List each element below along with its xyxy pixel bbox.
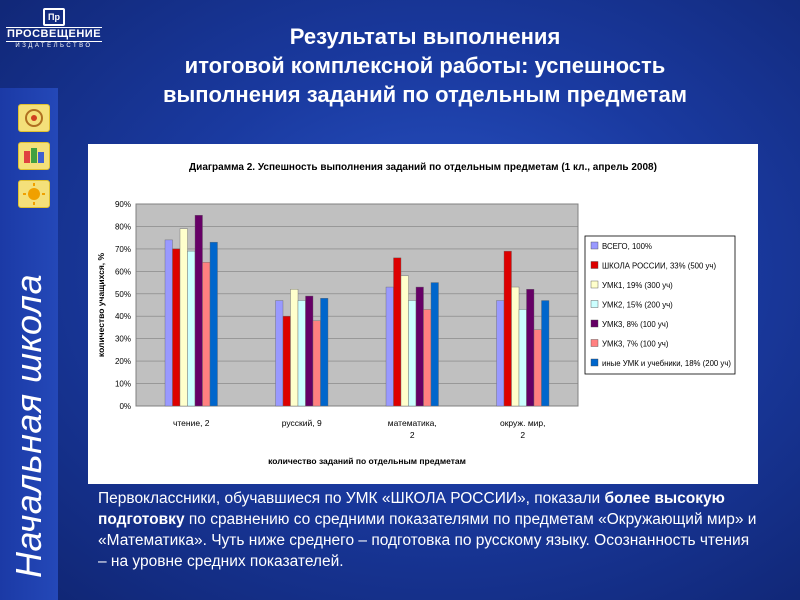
y-tick-label: 90% [115, 200, 131, 209]
slide-title: Результаты выполнения итоговой комплексн… [60, 22, 790, 109]
y-tick-label: 40% [115, 312, 131, 321]
legend-swatch [590, 261, 599, 269]
y-tick-label: 60% [115, 267, 131, 276]
title-line: итоговой комплексной работы: успешность [184, 53, 666, 78]
y-tick-label: 70% [115, 245, 131, 254]
legend-swatch [590, 280, 599, 289]
bar [518, 309, 527, 407]
y-tick-label: 0% [119, 402, 131, 411]
y-tick-label: 80% [115, 222, 131, 231]
legend-label: иные УМК и учебники, 18% (200 уч) [602, 359, 731, 368]
bar [305, 295, 314, 407]
y-tick-label: 50% [115, 290, 131, 299]
bar [209, 241, 218, 407]
bar [385, 286, 394, 407]
legend-swatch [590, 300, 599, 308]
summary-highlight: более высокую подготовку [98, 490, 725, 528]
x-tick-label: 2 [520, 430, 525, 440]
bar [533, 329, 542, 407]
legend-box [584, 235, 736, 375]
bar [541, 300, 550, 407]
summary-text-1: Первоклассники, обучавшиеся по УМК «ШКОЛ… [98, 490, 605, 507]
legend-label: ШКОЛА РОССИИ, 33% (500 уч) [602, 262, 716, 271]
bar [496, 300, 505, 407]
y-tick-label: 10% [115, 380, 131, 389]
logo-subtitle: ИЗДАТЕЛЬСТВО [15, 43, 93, 49]
sun-icon [18, 180, 50, 208]
bar [202, 262, 211, 407]
title-line: Результаты выполнения [289, 24, 561, 49]
bar [297, 300, 306, 407]
title-line: выполнения заданий по отдельным предмета… [162, 82, 688, 107]
bar [526, 289, 535, 407]
summary-paragraph: Первоклассники, обучавшиеся по УМК «ШКОЛ… [98, 488, 758, 572]
bar [408, 300, 417, 407]
legend-swatch [590, 339, 599, 347]
legend-swatch [590, 358, 599, 367]
y-tick-label: 30% [115, 335, 131, 344]
bar [275, 300, 284, 407]
y-tick-label: 20% [115, 357, 131, 366]
bar [187, 250, 196, 407]
logo-mark: Пр [43, 8, 65, 26]
bar [415, 286, 424, 407]
bar [400, 275, 409, 407]
section-vertical-title: Начальная школа [8, 273, 49, 578]
bar [430, 282, 439, 407]
x-tick-label: окруж. мир, [500, 418, 546, 428]
legend-swatch [590, 319, 599, 328]
sidebar-band [0, 88, 58, 600]
summary-text-2: по сравнению со средними показателями по… [98, 511, 757, 570]
bar [511, 286, 520, 407]
bar [423, 309, 432, 407]
legend-swatch [590, 241, 599, 250]
bar [179, 228, 188, 407]
legend-label: УМК2, 15% (200 уч) [602, 301, 673, 310]
legend-label: УМК3, 8% (100 уч) [602, 320, 669, 329]
bar [164, 239, 173, 407]
legend-label: ВСЕГО, 100% [602, 242, 652, 251]
bar [194, 215, 203, 407]
bar [320, 298, 329, 407]
y-axis-label: количество учащихся, % [96, 252, 106, 357]
chart-title: Диаграмма 2. Успешность выполнения задан… [189, 162, 657, 173]
bar [503, 250, 512, 407]
emblem-icon [18, 104, 50, 132]
legend-label: УМК1, 19% (300 уч) [602, 281, 673, 290]
x-tick-label: русский, 9 [282, 418, 322, 428]
bar [282, 316, 291, 407]
bar [393, 257, 402, 407]
publisher-logo: Пр ПРОСВЕЩЕНИЕ ИЗДАТЕЛЬСТВО [6, 8, 102, 52]
x-tick-label: 2 [410, 430, 415, 440]
bar [290, 289, 299, 407]
bar [312, 320, 321, 407]
legend-label: УМК3, 7% (100 уч) [602, 340, 669, 349]
bar-chart: Диаграмма 2. Успешность выполнения задан… [96, 162, 736, 466]
logo-name: ПРОСВЕЩЕНИЕ [6, 27, 102, 42]
x-axis-label: количество заданий по отдельным предмета… [268, 456, 466, 466]
x-tick-label: чтение, 2 [173, 418, 210, 428]
chart-panel: Диаграмма 2. Успешность выполнения задан… [88, 144, 758, 484]
books-icon [18, 142, 50, 170]
x-tick-label: математика, [388, 418, 437, 428]
bar [172, 248, 181, 407]
